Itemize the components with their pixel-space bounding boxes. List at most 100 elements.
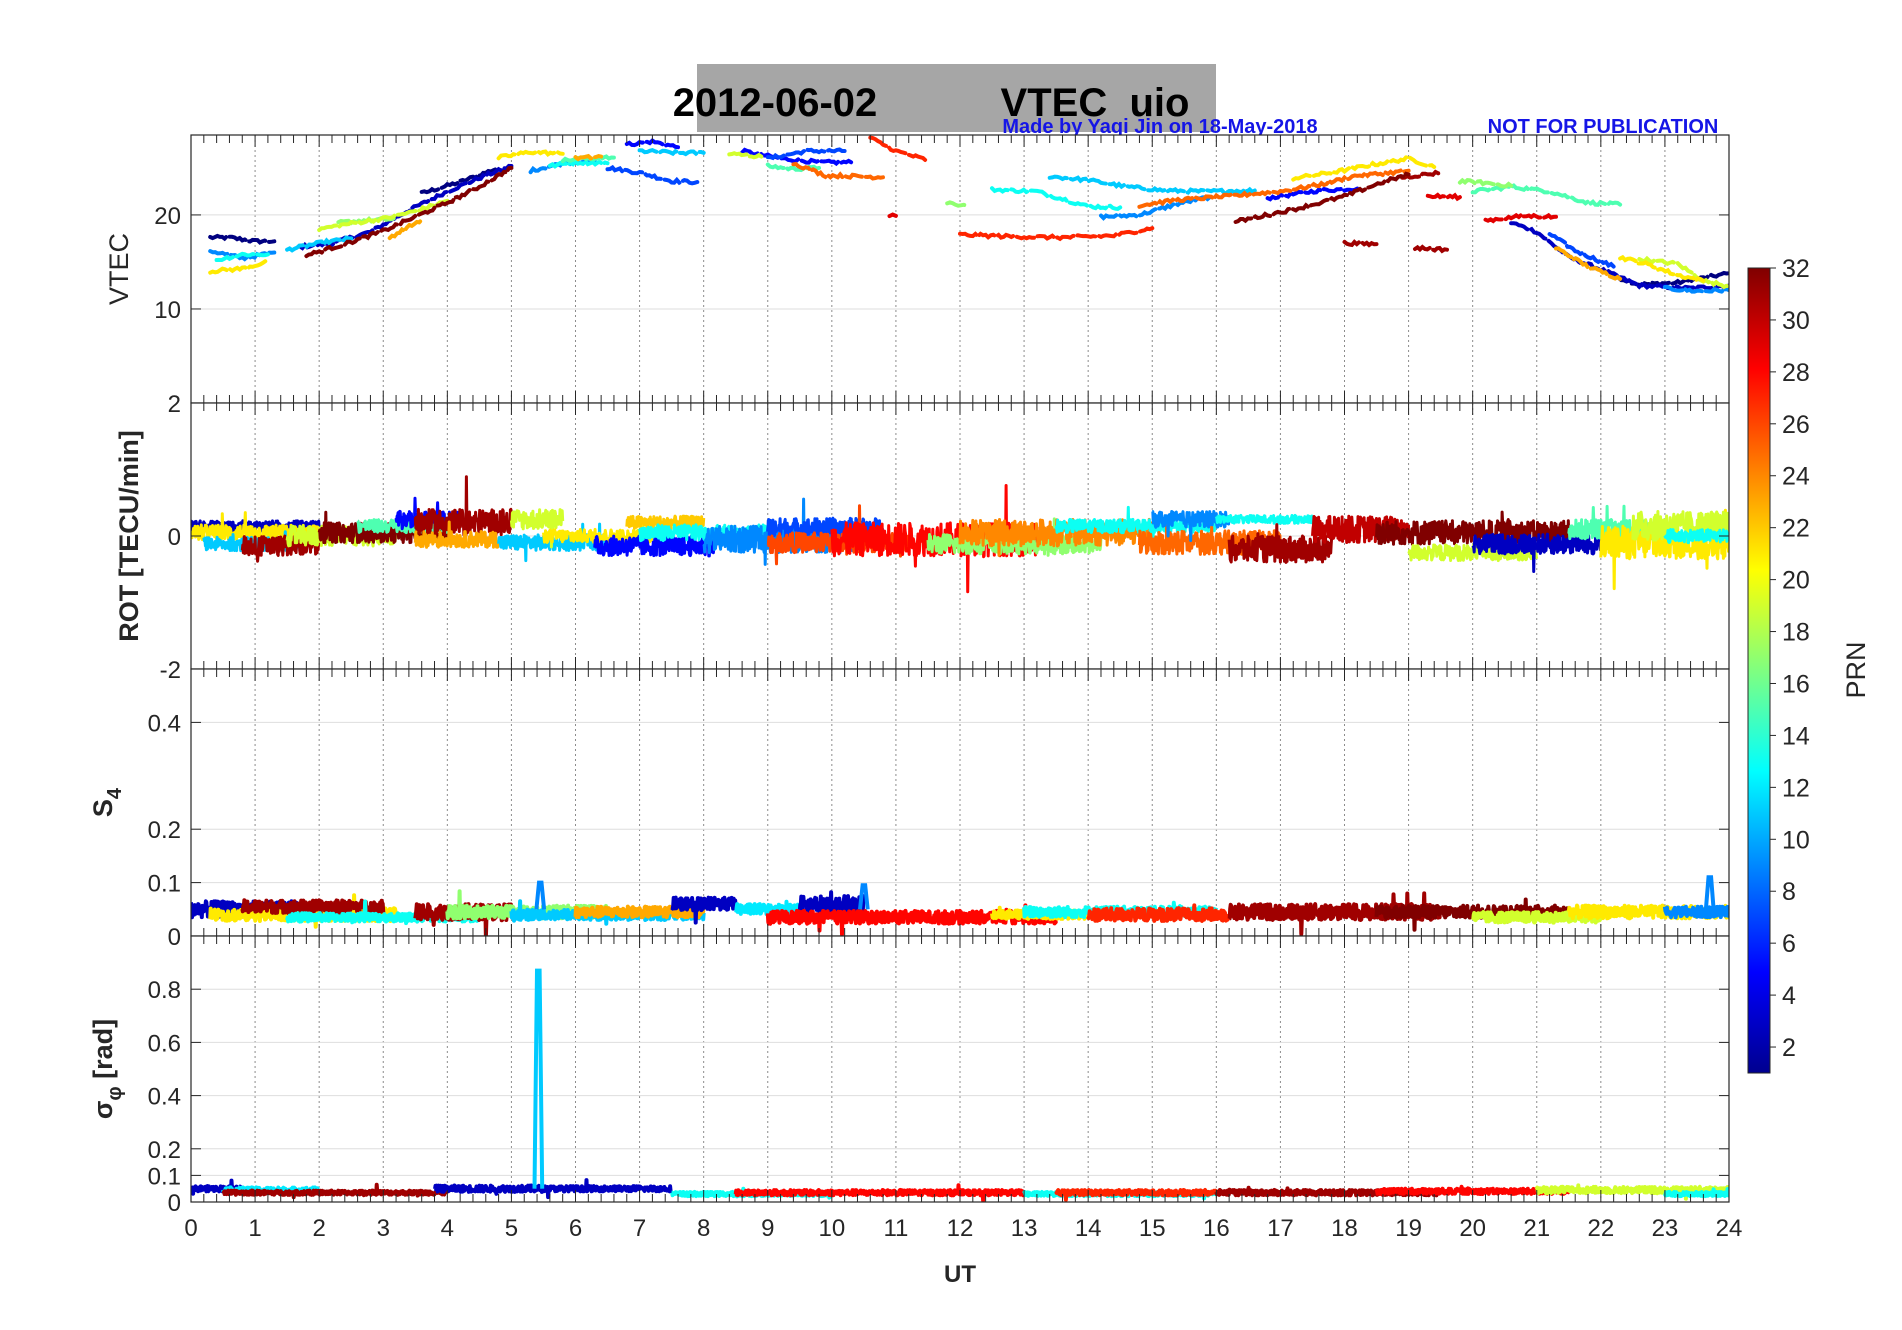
vtec-panel: 10 20 VTEC bbox=[104, 134, 1730, 404]
s4-prn-3-trace bbox=[797, 890, 866, 920]
rot-y-tick-label: -2 bbox=[160, 657, 181, 684]
x-tick-label: 5 bbox=[505, 1215, 518, 1242]
vtec-prn-21-trace bbox=[1291, 154, 1437, 182]
rot-y-tick-label: 2 bbox=[168, 391, 181, 418]
vtec-y-axis-label-main: VTEC bbox=[104, 233, 134, 305]
colorbar-tick-label: 16 bbox=[1782, 670, 1810, 698]
rot-prn-19-trace bbox=[509, 508, 565, 549]
x-tick-label: 3 bbox=[377, 1215, 390, 1242]
vtec-prn-23-trace bbox=[387, 217, 424, 241]
vtec-prn-32-trace bbox=[304, 165, 514, 259]
x-tick-label: 18 bbox=[1331, 1215, 1358, 1242]
vtec-prn-21-trace bbox=[208, 259, 270, 275]
colorbar-tick-label: 12 bbox=[1782, 774, 1810, 802]
rot-prn-23-trace bbox=[413, 520, 501, 549]
x-tick-label: 17 bbox=[1267, 1215, 1294, 1242]
x-tick-label: 22 bbox=[1587, 1215, 1614, 1242]
s4-prn-3-trace bbox=[670, 895, 738, 925]
vtec-prn-15-trace bbox=[765, 162, 821, 173]
vtec-prn-13-trace bbox=[547, 157, 610, 169]
rot-panel: -2 0 2 ROT [TECU/min] bbox=[114, 391, 1730, 684]
x-tick-label: 16 bbox=[1203, 1215, 1230, 1242]
vtec-prn-11-trace bbox=[637, 147, 706, 157]
credit-watermark: Made by Yaqi Jin on 18-May-2018 bbox=[1002, 116, 1317, 138]
x-tick-label: 2 bbox=[312, 1215, 325, 1242]
s4-y-tick-label: 0.2 bbox=[148, 817, 181, 844]
s4-plot-area bbox=[191, 669, 1729, 936]
sigma-phi-y-axis-label-sub: φ bbox=[104, 1086, 126, 1100]
x-tick-label: 19 bbox=[1395, 1215, 1422, 1242]
x-tick-label: 15 bbox=[1139, 1215, 1166, 1242]
rot-prn-31-trace bbox=[240, 534, 321, 563]
s4-data bbox=[191, 875, 1729, 936]
s4-spike bbox=[858, 883, 870, 910]
x-tick-label: 24 bbox=[1716, 1215, 1743, 1242]
vtec-prn-29-trace bbox=[1483, 212, 1558, 224]
x-tick-label: 14 bbox=[1075, 1215, 1102, 1242]
vtec-prn-21-trace bbox=[496, 149, 565, 161]
sigma-phi-y-axis-label-main: σ bbox=[88, 1101, 118, 1119]
vtec-prn-19-trace bbox=[1637, 255, 1729, 290]
s4-y-tick-label: 0.1 bbox=[148, 871, 181, 898]
vtec-prn-7-trace bbox=[765, 147, 847, 161]
sigma-phi-y-tick-label: 0.8 bbox=[148, 977, 181, 1004]
s4-prn-9-trace bbox=[1662, 904, 1729, 920]
vtec-prn-29-trace bbox=[887, 212, 898, 219]
rot-prn-21-trace bbox=[1599, 508, 1729, 591]
s4-spike bbox=[534, 880, 547, 910]
vtec-prn-5-trace bbox=[740, 147, 854, 167]
vtec-prn-11-trace bbox=[285, 235, 354, 253]
vtec-prn-31-trace bbox=[1342, 239, 1379, 248]
sigma-phi-y-tick-label: 0 bbox=[168, 1190, 181, 1217]
x-axis-label: UT bbox=[944, 1261, 976, 1288]
colorbar-tick-label: 30 bbox=[1782, 307, 1810, 335]
title-background bbox=[697, 64, 1216, 132]
colorbar-tick-label: 4 bbox=[1782, 982, 1796, 1010]
colorbar-gradient bbox=[1747, 267, 1771, 1074]
vtec-prn-7-trace bbox=[1547, 232, 1616, 269]
x-tick-label: 4 bbox=[441, 1215, 454, 1242]
s4-prn-31-trace bbox=[240, 898, 386, 923]
s4-y-tick-label: 0 bbox=[168, 924, 181, 951]
vtec-prn-25-trace bbox=[1137, 168, 1411, 209]
sigma-phi-prn-27-trace bbox=[1054, 1188, 1219, 1202]
vtec-prn-29-trace bbox=[1425, 192, 1462, 202]
colorbar-tick-label: 28 bbox=[1782, 359, 1810, 387]
vtec-prn-1-trace bbox=[208, 233, 277, 245]
vtec-prn-32-trace bbox=[1233, 171, 1411, 224]
sigma-phi-prn-3-trace bbox=[433, 1183, 545, 1196]
x-tick-label: 12 bbox=[947, 1215, 974, 1242]
s4-panel: 0 0.1 0.2 0.4 S4 bbox=[88, 668, 1730, 951]
colorbar-tick-label: 14 bbox=[1782, 722, 1810, 750]
colorbar-label: PRN bbox=[1841, 641, 1871, 698]
rot-y-axis-label-main: ROT [TECU/min] bbox=[114, 430, 144, 641]
rot-prn-13-trace bbox=[1663, 528, 1729, 545]
vtec-prn-23-trace bbox=[1554, 246, 1623, 281]
sigma-phi-y-tick-label: 0.1 bbox=[148, 1163, 181, 1190]
x-tick-label: 9 bbox=[761, 1215, 774, 1242]
colorbar-tick-label: 24 bbox=[1782, 463, 1810, 491]
title-box: 2012-06-02 VTEC uio bbox=[673, 64, 1216, 132]
x-tick-label: 0 bbox=[184, 1215, 197, 1242]
vtec-prn-27-trace bbox=[958, 226, 1155, 242]
x-tick-label: 6 bbox=[569, 1215, 582, 1242]
colorbar-tick-label: 20 bbox=[1782, 567, 1810, 595]
rot-prn-19-trace bbox=[1631, 510, 1729, 542]
s4-spike bbox=[1703, 875, 1716, 910]
rot-data bbox=[191, 475, 1729, 594]
x-tick-label: 8 bbox=[697, 1215, 710, 1242]
vtec-prn-31-trace bbox=[1400, 169, 1443, 180]
vtec-prn-13-trace bbox=[214, 251, 270, 263]
colorbar-tick-label: 6 bbox=[1782, 930, 1796, 958]
x-tick-label: 7 bbox=[633, 1215, 646, 1242]
rot-y-axis-label: ROT [TECU/min] bbox=[114, 430, 144, 641]
vtec-prn-19-trace bbox=[317, 198, 450, 233]
vtec-prn-7-trace bbox=[605, 164, 700, 186]
colorbar-tick-label: 26 bbox=[1782, 411, 1810, 439]
s4-y-tick-label: 0.4 bbox=[148, 710, 181, 737]
vtec-prn-21-trace bbox=[1618, 254, 1706, 284]
vtec-prn-19-trace bbox=[727, 151, 764, 160]
s4-y-axis-label-sub: 4 bbox=[104, 787, 126, 799]
